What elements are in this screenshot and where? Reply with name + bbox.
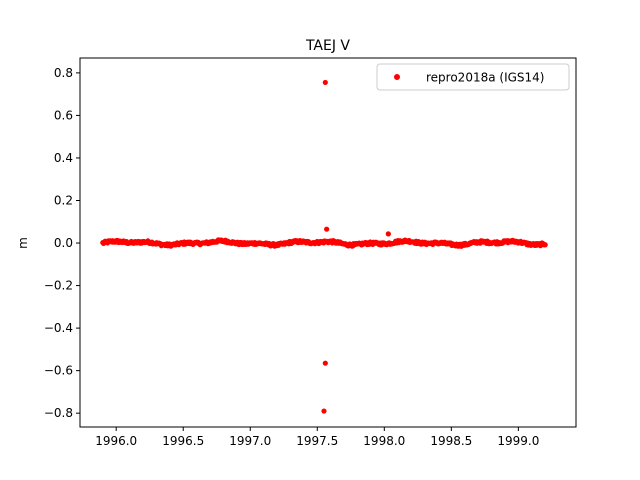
legend-box bbox=[376, 63, 570, 91]
x-tick-label: 1997.0 bbox=[229, 434, 271, 448]
data-point-outlier bbox=[324, 226, 330, 232]
y-axis: −0.8 −0.6 −0.4 −0.2 0.0 0.2 0.4 0.6 0.8 bbox=[44, 66, 80, 420]
y-tick-label: 0.2 bbox=[54, 193, 73, 207]
legend: repro2018a (IGS14) bbox=[376, 63, 570, 91]
x-tick-label: 1998.0 bbox=[363, 434, 405, 448]
plot-area bbox=[100, 79, 548, 414]
y-tick-label: −0.4 bbox=[44, 321, 73, 335]
data-point-outlier bbox=[385, 231, 391, 237]
y-tick-label: −0.6 bbox=[44, 364, 73, 378]
y-tick-label: 0.8 bbox=[54, 66, 73, 80]
x-tick-label: 1996.5 bbox=[162, 434, 204, 448]
x-tick-label: 1998.5 bbox=[430, 434, 472, 448]
chart-title: TAEJ V bbox=[305, 38, 350, 54]
x-tick-label: 1996.0 bbox=[95, 434, 137, 448]
legend-label: repro2018a (IGS14) bbox=[426, 71, 544, 85]
y-tick-label: −0.8 bbox=[44, 406, 73, 420]
data-point-outlier bbox=[322, 360, 328, 366]
data-point-outlier bbox=[322, 79, 328, 86]
y-tick-label: 0.4 bbox=[54, 151, 73, 165]
data-point-outlier bbox=[321, 408, 327, 414]
x-tick-label: 1999.0 bbox=[497, 434, 539, 448]
plot-frame bbox=[79, 57, 577, 428]
x-tick-label: 1997.5 bbox=[296, 434, 338, 448]
legend-marker bbox=[394, 74, 400, 80]
y-tick-label: 0.0 bbox=[54, 236, 73, 250]
y-axis-label: m bbox=[16, 237, 30, 249]
y-tick-label: 0.6 bbox=[54, 108, 73, 122]
data-point bbox=[542, 242, 548, 248]
x-axis: 1996.0 1996.5 1997.0 1997.5 1998.0 1998.5 1999… bbox=[95, 427, 539, 448]
y-tick-label: −0.2 bbox=[44, 279, 73, 293]
